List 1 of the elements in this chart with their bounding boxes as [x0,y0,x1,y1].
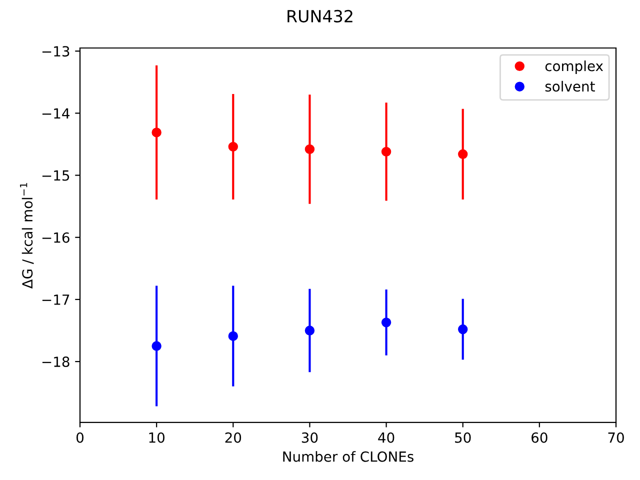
x-tick-label: 70 [608,432,624,443]
